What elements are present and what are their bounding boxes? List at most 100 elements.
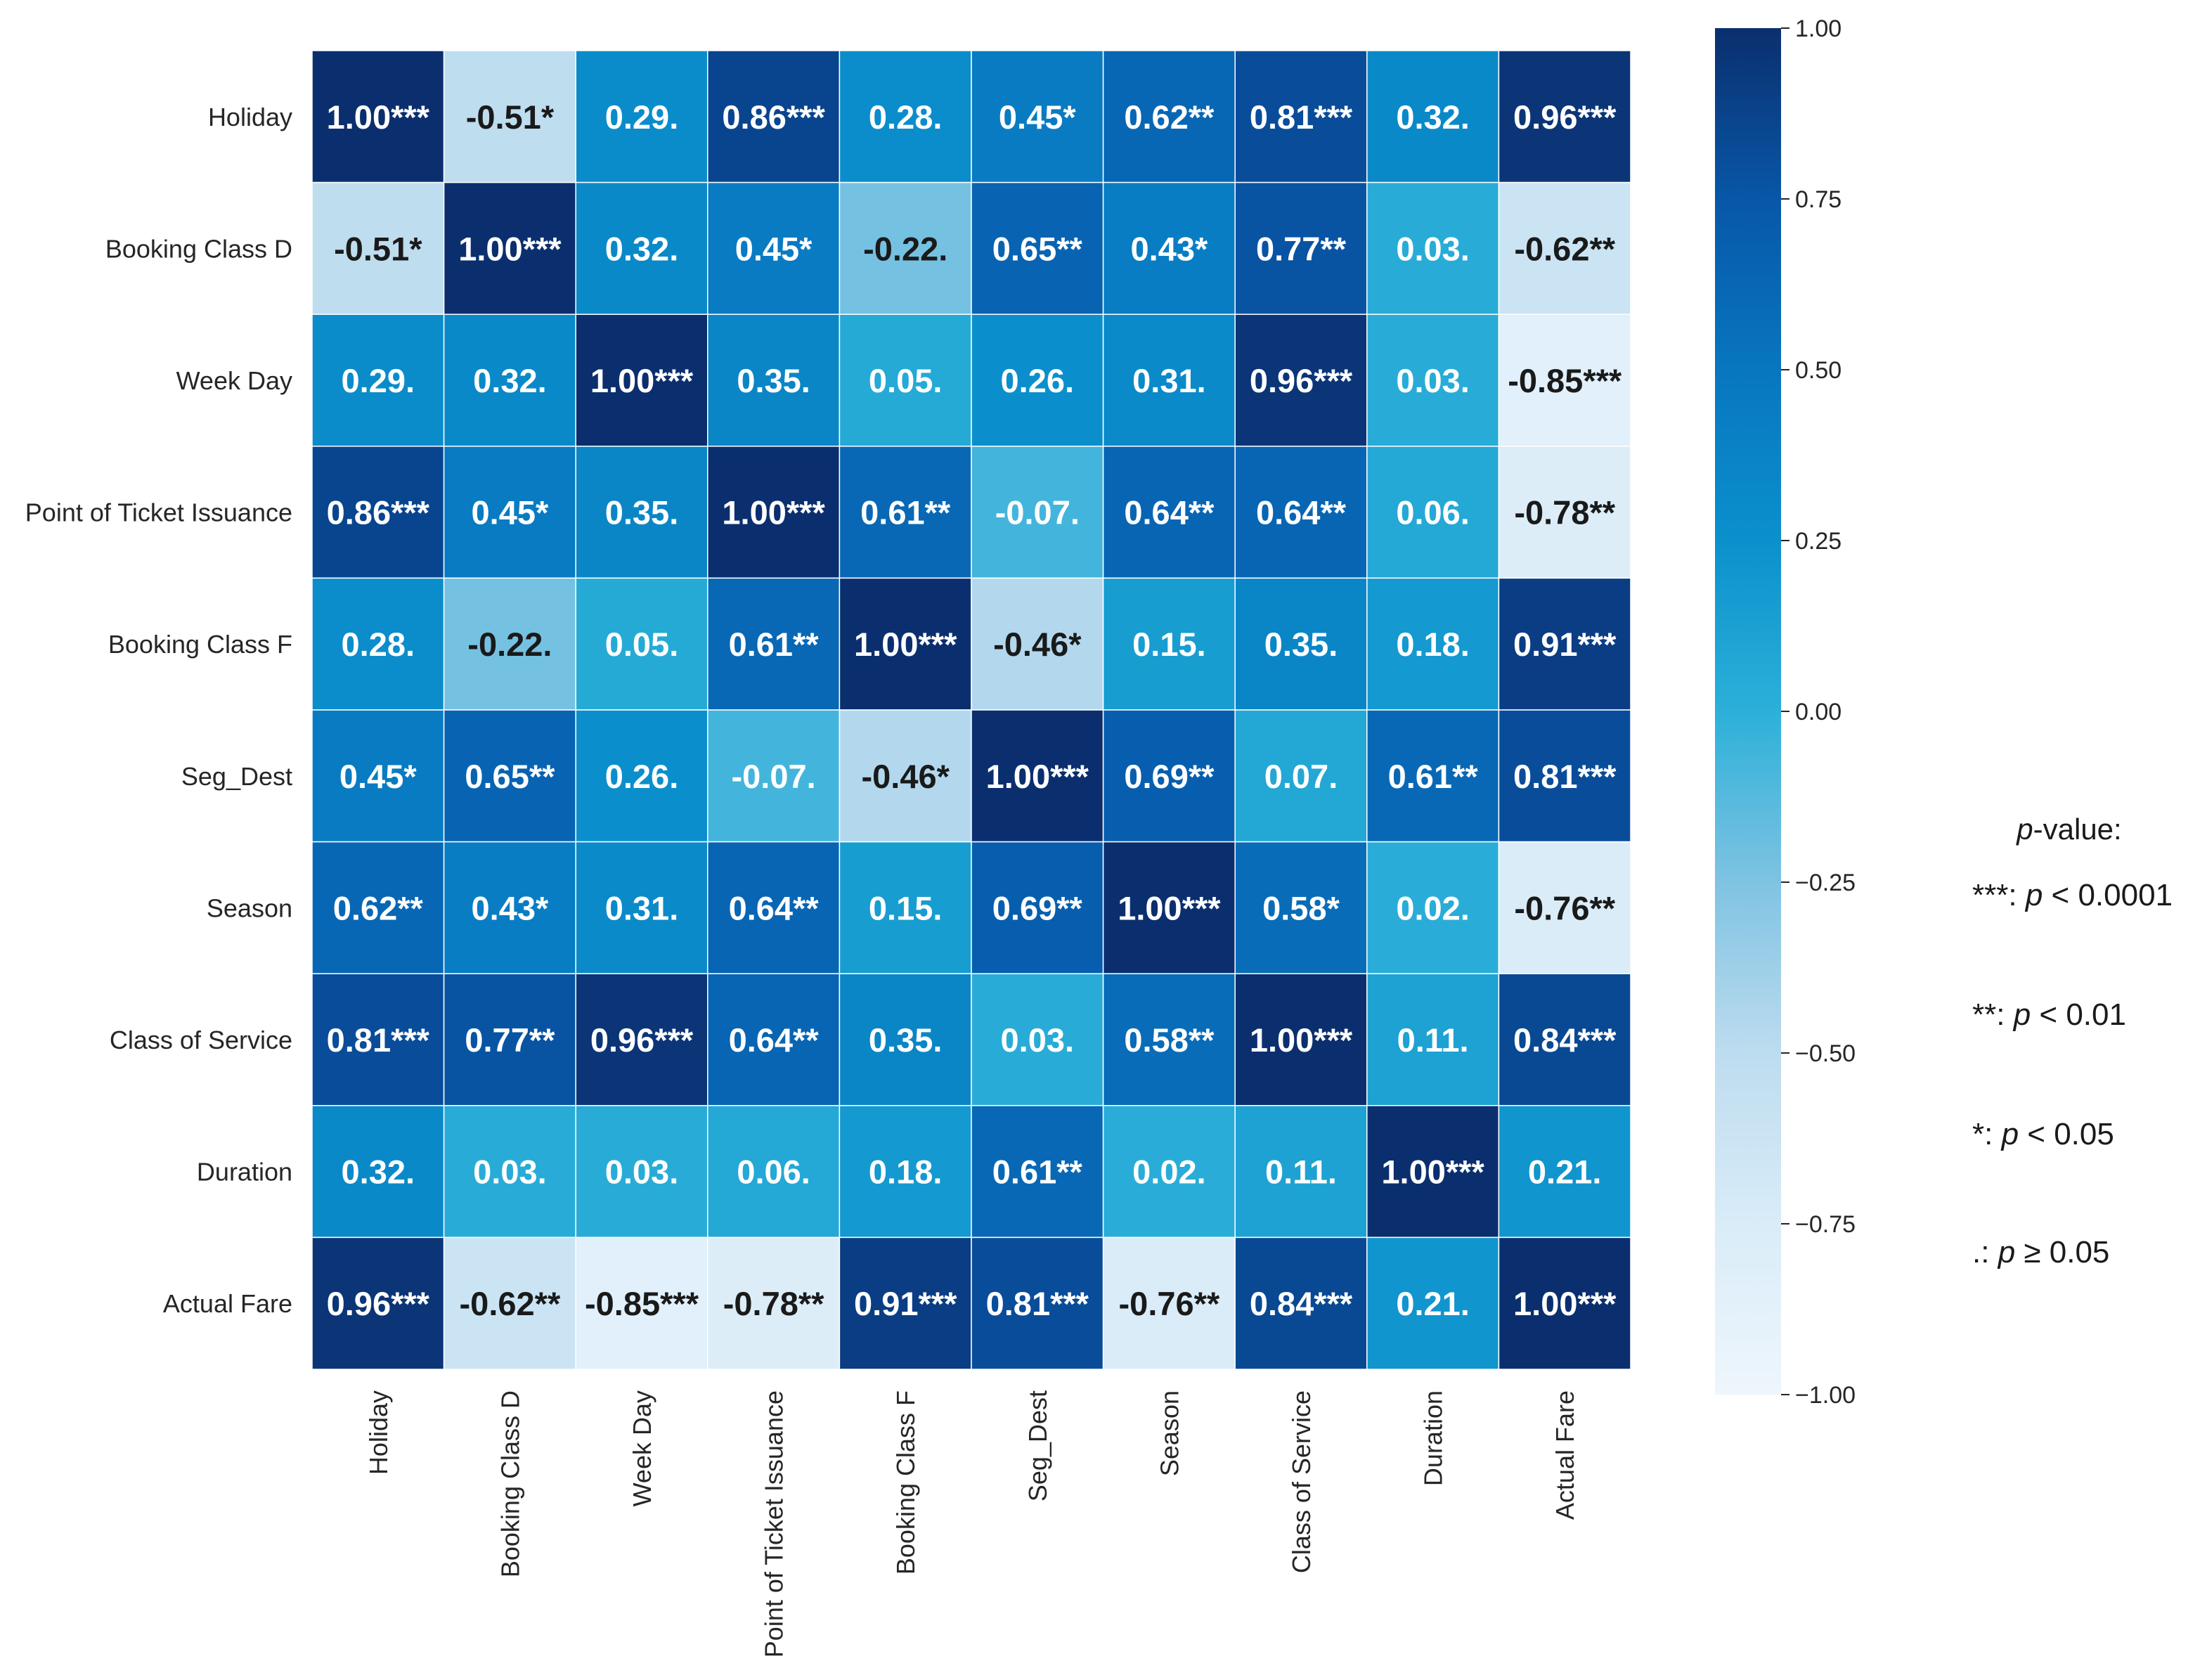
colorbar-tick-label: 0.00	[1795, 699, 1842, 725]
cell-annotation: 1.00***	[722, 494, 825, 531]
heatmap-cell	[311, 1236, 445, 1370]
x-tick-label: Class of Service	[1287, 1390, 1316, 1573]
heatmap-cell	[443, 973, 576, 1106]
heatmap-cell	[575, 50, 708, 183]
p-value-legend: p-value: ***: p < 0.0001 **: p < 0.01 *: p …	[1972, 813, 2173, 1269]
cell-annotation: 0.05.	[869, 362, 943, 399]
heatmap-cell	[1234, 1236, 1368, 1370]
x-tick-label: Point of Ticket Issuance	[760, 1390, 789, 1658]
cell-annotation: 0.21.	[1528, 1154, 1602, 1191]
heatmap-cell	[1366, 446, 1500, 579]
heatmap-cell	[1102, 973, 1236, 1106]
cell-annotation: -0.85***	[1508, 362, 1622, 399]
cell-annotation: 0.43*	[472, 889, 549, 926]
heatmap-cell	[575, 1236, 708, 1370]
heatmap-cell	[1498, 841, 1631, 974]
y-tick-label: Duration	[197, 1158, 292, 1187]
heatmap-cell	[443, 50, 576, 183]
heatmap-cell	[1498, 1105, 1631, 1239]
cell-annotation: 0.96***	[1513, 98, 1617, 136]
cell-annotation: 0.62**	[1124, 98, 1215, 136]
heatmap-cell	[1234, 577, 1368, 711]
cell-annotation: 0.26.	[1001, 362, 1075, 399]
cell-annotation: 0.18.	[869, 1154, 943, 1191]
cell-annotation: 0.91***	[1513, 626, 1617, 663]
heatmap-cell	[311, 314, 445, 447]
heatmap-cell	[1498, 314, 1631, 447]
heatmap-cell	[707, 709, 841, 843]
cell-annotation: 0.96***	[327, 1285, 430, 1322]
cell-annotation: 0.32.	[342, 1154, 415, 1191]
cell-annotation: 0.96***	[1250, 362, 1353, 399]
heatmap-cell	[575, 181, 708, 315]
x-tick-label: Booking Class D	[496, 1390, 524, 1577]
heatmap-cell	[839, 181, 972, 315]
cell-annotation: 0.84***	[1250, 1285, 1353, 1322]
heatmap-cell	[1234, 181, 1368, 315]
heatmap-cell	[1498, 1236, 1631, 1370]
cell-annotation: 1.00***	[1513, 1285, 1617, 1322]
y-tick-label: Holiday	[208, 103, 292, 131]
heatmap-cell	[443, 841, 576, 974]
heatmap-cell	[1102, 1105, 1236, 1239]
heatmap-cell	[1102, 314, 1236, 447]
heatmap-cell	[1234, 1105, 1368, 1239]
colorbar: 1.00 0.75 0.50 0.25 0.00 −0.25 −0.50 −0.75 −1.00	[1715, 15, 1856, 1409]
heatmap-cell	[575, 577, 708, 711]
cell-annotation: 0.28.	[342, 626, 415, 663]
cell-annotation: 0.77**	[465, 1021, 555, 1059]
cell-annotation: -0.22.	[863, 230, 947, 267]
cell-annotation: 0.15.	[1132, 626, 1206, 663]
cell-annotation: -0.51*	[334, 230, 422, 267]
cell-annotation: 0.28.	[869, 98, 943, 136]
x-tick-label: Booking Class F	[891, 1390, 920, 1575]
cell-annotation: -0.22.	[467, 626, 552, 663]
x-tick-label: Duration	[1419, 1390, 1448, 1486]
heatmap-cell	[839, 973, 972, 1106]
x-tick-label: Season	[1155, 1390, 1184, 1476]
heatmap-cell	[839, 314, 972, 447]
heatmap-cell	[1102, 446, 1236, 579]
heatmap-cell	[971, 577, 1104, 711]
cell-annotation: 0.06.	[737, 1154, 810, 1191]
heatmap-cell	[1366, 577, 1500, 711]
cell-annotation: 0.96***	[590, 1021, 694, 1059]
legend-entry: .: p ≥ 0.05	[1972, 1235, 2109, 1269]
cell-annotation: 0.07.	[1264, 758, 1338, 795]
cell-annotation: 0.31.	[1132, 362, 1206, 399]
heatmap-cell	[443, 314, 576, 447]
cell-annotation: 1.00***	[1118, 889, 1221, 926]
cell-annotation: 1.00***	[1250, 1021, 1353, 1059]
cell-annotation: 0.32.	[473, 362, 547, 399]
cell-annotation: -0.46*	[861, 758, 950, 795]
heatmap-cell	[311, 709, 445, 843]
heatmap-cell	[1102, 841, 1236, 974]
cell-annotation: 0.21.	[1396, 1285, 1470, 1322]
heatmap-cell	[1366, 314, 1500, 447]
heatmap-cell	[971, 841, 1104, 974]
heatmap-cell	[443, 1105, 576, 1239]
cell-annotation: 0.45*	[999, 98, 1076, 136]
heatmap-cell	[311, 50, 445, 183]
cell-annotation: 0.77**	[1256, 230, 1347, 267]
cell-annotation: 0.61**	[729, 626, 820, 663]
heatmap-cells	[311, 50, 1631, 1370]
heatmap-annotations: 1.00*** -0.51* 0.29. 0.86*** 0.28. 0.45* 0.62*…	[327, 98, 1622, 1322]
cell-annotation: 0.02.	[1396, 889, 1470, 926]
heatmap-cell	[839, 446, 972, 579]
cell-annotation: 1.00***	[590, 362, 694, 399]
cell-annotation: 0.65**	[465, 758, 555, 795]
colorbar-tick-label: 1.00	[1795, 15, 1842, 42]
cell-annotation: 0.58**	[1124, 1021, 1215, 1059]
x-tick-label: Seg_Dest	[1023, 1390, 1052, 1501]
cell-annotation: 1.00***	[1381, 1154, 1484, 1191]
heatmap-cell	[443, 1236, 576, 1370]
heatmap-cell	[707, 841, 841, 974]
heatmap-cell	[1234, 314, 1368, 447]
heatmap-cell	[311, 973, 445, 1106]
heatmap-cell	[443, 181, 576, 315]
y-tick-label: Season	[207, 893, 292, 922]
cell-annotation: 0.11.	[1397, 1021, 1469, 1059]
heatmap-cell	[311, 841, 445, 974]
